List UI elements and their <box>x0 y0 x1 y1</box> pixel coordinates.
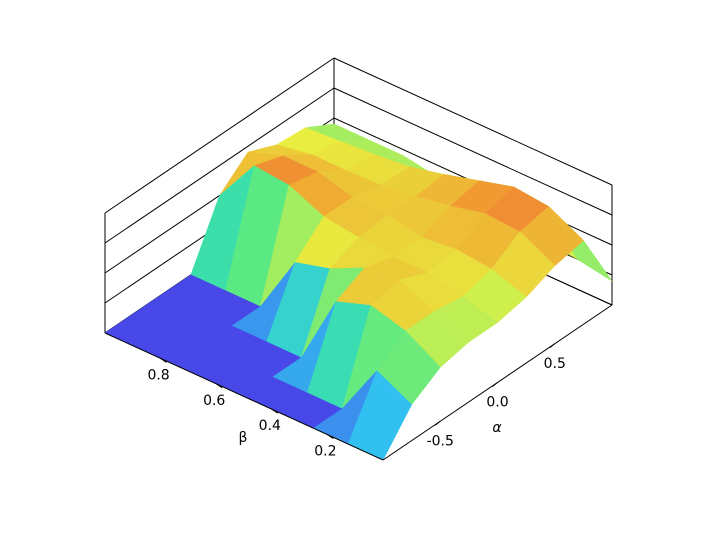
x-tick <box>492 382 498 387</box>
y-tick-label: 0.2 <box>314 444 336 460</box>
grid-line <box>333 87 613 216</box>
y-tick <box>327 434 334 440</box>
y-tick <box>271 408 279 414</box>
y-tick <box>215 383 223 389</box>
y-tick <box>160 357 167 363</box>
y-axis <box>104 332 384 461</box>
grid-line <box>104 87 335 244</box>
y-axis-title: β <box>239 430 248 446</box>
x-axis-title: α <box>492 420 502 436</box>
x-tick-label: -0.5 <box>427 433 454 449</box>
grid-line <box>104 57 335 214</box>
y-tick-label: 0.6 <box>203 393 225 409</box>
grid-line <box>333 57 613 186</box>
x-tick <box>434 420 441 426</box>
x-tick <box>549 343 556 349</box>
y-tick-label: 0.8 <box>147 367 169 383</box>
y-tick-label: 0.4 <box>259 418 281 434</box>
x-tick-label: 0.0 <box>486 395 508 411</box>
x-tick-label: 0.5 <box>544 356 566 372</box>
